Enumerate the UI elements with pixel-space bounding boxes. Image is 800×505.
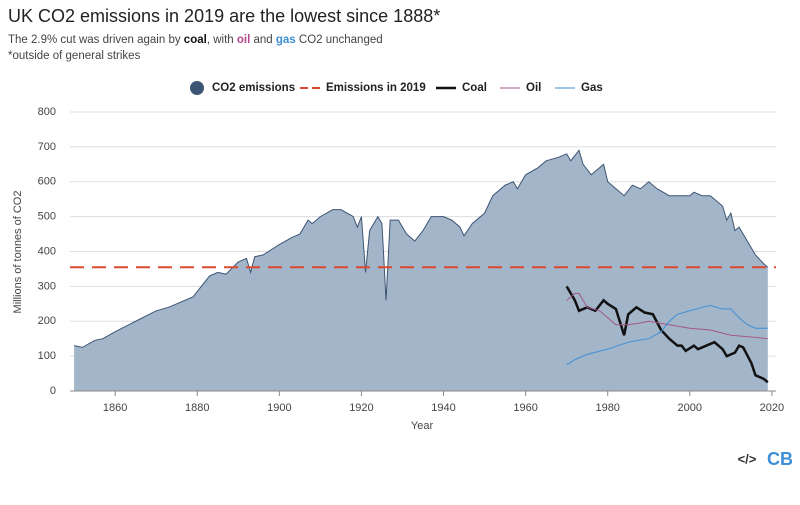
y-tick-label: 400 [38,245,56,257]
y-axis-label: Millions of tonnes of CO2 [12,191,24,314]
area [74,150,768,391]
subtitle-part: oil [237,34,250,46]
x-tick-label: 1920 [349,402,373,414]
subtitle-part: , with [207,34,237,46]
x-tick-label: 1980 [595,402,619,414]
y-tick-label: 800 [38,106,56,118]
y-tick-label: 500 [38,211,56,223]
subtitle-part: and [250,34,276,46]
subtitle-part: The 2.9% cut was driven again by [8,34,184,46]
embed-logo: </> [738,451,757,466]
note: *outside of general strikes [8,50,141,62]
subtitle-part: coal [184,34,207,46]
y-tick-label: 700 [38,141,56,153]
y-tick-label: 100 [38,350,56,362]
y-tick-label: 300 [38,280,56,292]
line [566,292,768,340]
y-tick-label: 200 [38,315,56,327]
plot [70,149,776,391]
legend-label: Emissions in 2019 [326,82,426,94]
area-outline [74,149,769,348]
x-tick-label: 2020 [760,402,784,414]
legend-label: Oil [526,82,541,94]
legend-label: Coal [462,82,487,94]
chart-subtitle: The 2.9% cut was driven again by coal, w… [8,34,383,46]
line [565,285,769,384]
legend-label: CO2 emissions [212,82,295,94]
x-tick-label: 1860 [103,402,127,414]
legend-label: Gas [581,82,603,94]
x-tick-label: 1900 [267,402,291,414]
x-tick-label: 1960 [513,402,537,414]
y-tick-label: 600 [38,176,56,188]
brand-logo: CB [767,449,793,469]
legend-swatch [190,81,204,95]
chart-title: UK CO2 emissions in 2019 are the lowest … [8,6,440,26]
x-tick-label: 1940 [431,402,455,414]
x-tick-label: 1880 [185,402,209,414]
x-tick-label: 2000 [678,402,702,414]
line [566,305,768,366]
subtitle-part: CO2 unchanged [296,34,383,46]
y-tick-label: 0 [50,385,56,397]
x-axis-label: Year [411,420,434,432]
subtitle-part: gas [276,34,296,46]
